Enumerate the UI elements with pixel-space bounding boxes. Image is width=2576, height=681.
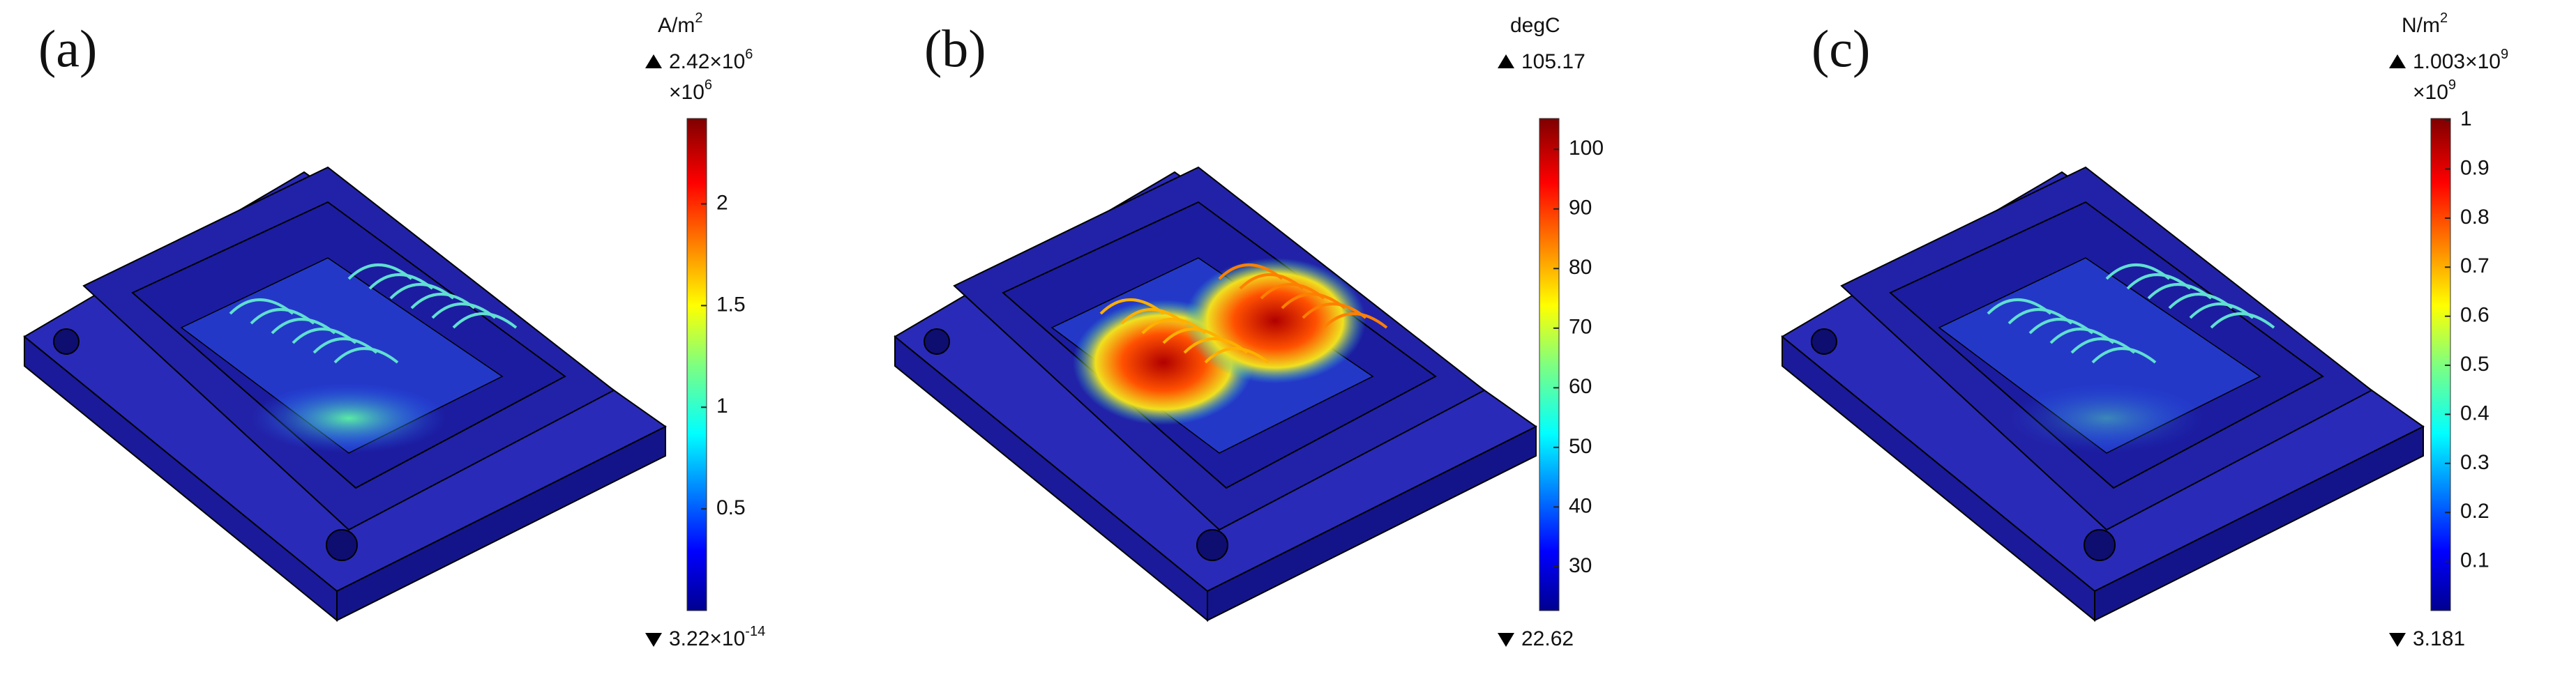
panel-label: (a) [38,20,97,78]
colorbar-tick-label: 30 [1569,554,1592,577]
colorbar-tick-label: 1.5 [716,293,746,316]
hotspot [1184,258,1366,383]
colorbar-max: 2.42×106 [669,47,753,73]
max-arrow [2389,54,2406,68]
colorbar-max: 105.17 [1521,50,1585,73]
colorbar-tick-label: 2 [716,191,728,214]
min-arrow [2389,633,2406,647]
mount-hole [53,328,80,355]
colorbar-tick-label: 0.7 [2460,254,2490,277]
colorbar-unit-exp: 2 [695,10,702,26]
colorbar-tick-label: 0.1 [2460,549,2490,572]
colorbar-tick-label: 50 [1569,435,1592,458]
mount-hole [2084,529,2116,561]
colorbar-max-base: 2.42×10 [669,50,745,73]
device-render [1781,166,2425,622]
bond-wire [2210,312,2275,329]
mount-hole [1196,529,1228,561]
bond-wire [1323,312,1388,329]
colorbar-tick-label: 0.9 [2460,156,2490,179]
bond-wire [452,312,518,329]
colorbar-unit: A/m2 [658,10,702,37]
colorbar-tick-label: 90 [1569,197,1592,220]
colorbar-tick-label: 0.5 [2460,353,2490,376]
colorbar-tick-label: 60 [1569,375,1592,398]
colorbar-unit-base: N/m [2402,14,2440,37]
colorbar-max-base: 105.17 [1521,50,1585,73]
bond-wire [333,347,399,364]
min-arrow [1498,633,1514,647]
colorbar-multiplier-base: ×10 [2413,81,2448,104]
colorbar-min: 3.181 [2413,627,2465,650]
colorbar-multiplier-exp: 6 [705,77,712,93]
colorbar-tick-label: 70 [1569,316,1592,339]
colorbar-max-exp: 9 [2501,47,2508,62]
colorbar-tick-label: 0.2 [2460,500,2490,523]
colorbar [2430,118,2451,611]
colorbar-tick-label: 1 [716,395,728,418]
colorbar-tick-label: 0.4 [2460,401,2490,424]
colorbar-max: 1.003×109 [2413,47,2508,73]
colorbar-multiplier: ×106 [669,77,712,104]
colorbar-multiplier: ×109 [2413,77,2456,104]
max-arrow [1498,54,1514,68]
colorbar-min: 22.62 [1521,627,1574,650]
colorbar-unit-base: A/m [658,14,695,37]
bond-wire [2091,347,2157,364]
warm-zone [251,383,446,453]
mount-hole [326,529,358,561]
panel-label: (c) [1812,20,1870,78]
colorbar-min-base: 22.62 [1521,627,1574,650]
mount-hole [1811,328,1837,355]
colorbar-min-exp: -14 [745,624,765,639]
min-arrow [645,633,662,647]
colorbar-unit-exp: 2 [2440,10,2448,26]
colorbar-unit: degC [1510,14,1560,37]
colorbar-tick-label: 0.3 [2460,451,2490,474]
colorbar [686,118,707,611]
device-render [23,166,667,622]
colorbar-unit-base: degC [1510,14,1560,37]
colorbar-multiplier-base: ×10 [669,81,705,104]
colorbar-tick-label: 100 [1569,137,1604,160]
colorbar-tick-label: 80 [1569,256,1592,279]
max-arrow [645,54,662,68]
colorbar-max-base: 1.003×10 [2413,50,2501,73]
warm-zone [2009,383,2204,453]
device-render [894,166,1537,622]
colorbar-multiplier-exp: 9 [2448,77,2456,93]
mount-hole [924,328,950,355]
colorbar-tick-label: 40 [1569,494,1592,517]
colorbar-min-base: 3.181 [2413,627,2465,650]
colorbar-tick-label: 0.6 [2460,304,2490,327]
colorbar-tick-label: 1 [2460,107,2472,130]
bond-wire [1204,347,1270,364]
colorbar-min: 3.22×10-14 [669,624,765,650]
colorbar-min-base: 3.22×10 [669,627,745,650]
colorbar-tick-label: 0.8 [2460,206,2490,229]
colorbar-max-exp: 6 [745,47,753,62]
colorbar-tick-label: 0.5 [716,496,746,519]
colorbar-unit: N/m2 [2402,10,2448,37]
panel-label: (b) [924,20,986,78]
colorbar [1539,118,1560,611]
